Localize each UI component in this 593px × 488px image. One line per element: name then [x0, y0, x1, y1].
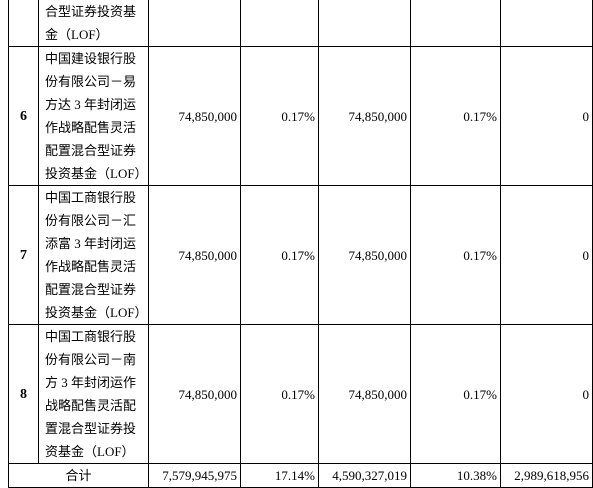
- name-cell: 中国建设银行股份有限公司－易方达 3 年封闭运作战略配售灵活配置混合型证券投资基…: [38, 46, 149, 186]
- value-cell: 74,850,000: [318, 324, 411, 464]
- value-cell: 74,850,000: [318, 46, 411, 186]
- value-cell: 0: [500, 46, 593, 186]
- value-cell: 74,850,000: [148, 185, 241, 325]
- holdings-table: 合型证券投资基金（LOF） 6 中国建设银行股份有限公司－易方达 3 年封闭运作战略…: [8, 0, 593, 488]
- data-row: 8 中国工商银行股份有限公司－南方 3 年封闭运作战略配售灵活配置混合型证券投资基…: [8, 324, 593, 464]
- value-cell: [148, 0, 241, 47]
- value-cell: 0.17%: [240, 324, 319, 464]
- index-cell: 7: [8, 185, 39, 325]
- total-label: 合计: [8, 463, 149, 488]
- name-cell: 中国工商银行股份有限公司－南方 3 年封闭运作战略配售灵活配置混合型证券投资基金…: [38, 324, 149, 464]
- data-row: 7 中国工商银行股份有限公司－汇添富 3 年封闭运作战略配售灵活配置混合型证券投资…: [8, 185, 593, 325]
- total-value: 7,579,945,975: [148, 463, 241, 488]
- value-cell: 0.17%: [410, 324, 501, 464]
- value-cell: 74,850,000: [148, 46, 241, 186]
- value-cell: [240, 0, 319, 47]
- value-cell: 0.17%: [410, 46, 501, 186]
- total-value: 2,989,618,956: [500, 463, 593, 488]
- page: 合型证券投资基金（LOF） 6 中国建设银行股份有限公司－易方达 3 年封闭运作战略…: [8, 0, 593, 488]
- index-cell: [8, 0, 39, 47]
- index-cell: 8: [8, 324, 39, 464]
- value-cell: 0.17%: [240, 185, 319, 325]
- total-value: 17.14%: [240, 463, 319, 488]
- partial-row: 合型证券投资基金（LOF）: [8, 0, 593, 47]
- value-cell: 0.17%: [240, 46, 319, 186]
- total-value: 4,590,327,019: [318, 463, 411, 488]
- value-cell: 74,850,000: [148, 324, 241, 464]
- total-value: 10.38%: [410, 463, 501, 488]
- value-cell: [318, 0, 411, 47]
- data-row: 6 中国建设银行股份有限公司－易方达 3 年封闭运作战略配售灵活配置混合型证券投资…: [8, 46, 593, 186]
- value-cell: 0: [500, 185, 593, 325]
- value-cell: 74,850,000: [318, 185, 411, 325]
- table-body: 合型证券投资基金（LOF） 6 中国建设银行股份有限公司－易方达 3 年封闭运作战略…: [8, 0, 593, 488]
- name-cell: 中国工商银行股份有限公司－汇添富 3 年封闭运作战略配售灵活配置混合型证券投资基…: [38, 185, 149, 325]
- value-cell: [500, 0, 593, 47]
- value-cell: [410, 0, 501, 47]
- total-row: 合计 7,579,945,975 17.14% 4,590,327,019 10.38%…: [8, 463, 593, 488]
- value-cell: 0.17%: [410, 185, 501, 325]
- value-cell: 0: [500, 324, 593, 464]
- name-cell: 合型证券投资基金（LOF）: [38, 0, 149, 47]
- index-cell: 6: [8, 46, 39, 186]
